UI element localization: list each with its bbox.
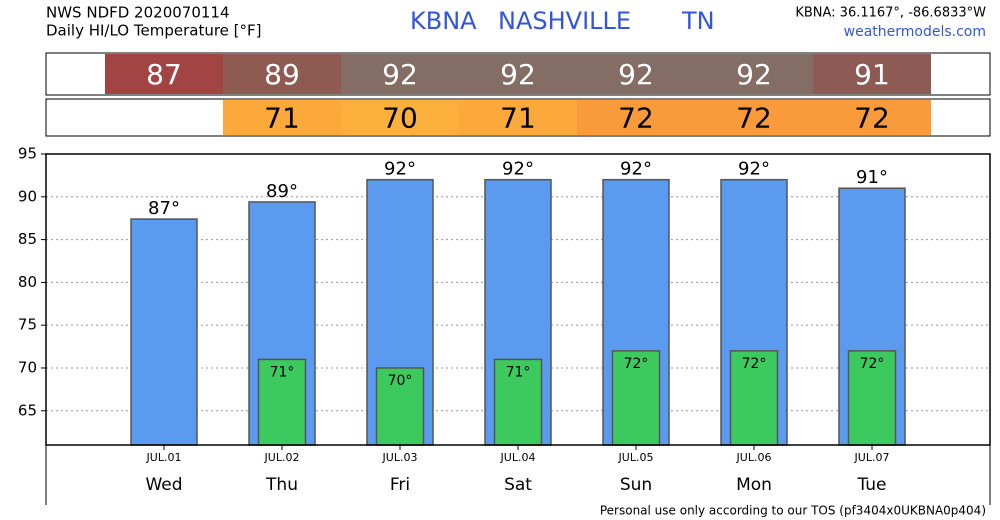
date-label: JUL.04 xyxy=(500,451,536,464)
strip-cell xyxy=(341,54,459,94)
x-tick-label: Wed xyxy=(145,475,182,495)
strip-label: 72 xyxy=(618,102,654,135)
value-label: 87° xyxy=(148,198,180,219)
subtitle: Daily HI/LO Temperature [°F] xyxy=(46,22,262,40)
y-tick-label: 75 xyxy=(18,316,37,334)
strip-label: 72 xyxy=(736,102,772,135)
value-label: 92° xyxy=(502,159,534,180)
value-label: 92° xyxy=(384,159,416,180)
value-label: 92° xyxy=(738,159,770,180)
value-label: 91° xyxy=(856,167,888,188)
bar xyxy=(257,358,307,446)
strip-label: 72 xyxy=(854,102,890,135)
value-label: 89° xyxy=(266,181,298,202)
y-tick-label: 95 xyxy=(18,145,37,163)
value-label: 72° xyxy=(860,356,885,372)
date-label: JUL.06 xyxy=(736,451,772,464)
strip-label: 92 xyxy=(382,58,418,91)
date-label: JUL.03 xyxy=(382,451,418,464)
strip-cell xyxy=(341,100,459,135)
x-tick-label: Fri xyxy=(390,475,410,495)
strip-label: 71 xyxy=(264,102,300,135)
value-label: 72° xyxy=(624,356,649,372)
y-tick-label: 65 xyxy=(18,401,37,419)
strip-label: 92 xyxy=(736,58,772,91)
value-label: 92° xyxy=(620,159,652,180)
bar xyxy=(130,218,198,446)
x-tick-label: Mon xyxy=(736,475,772,495)
bar xyxy=(847,350,897,446)
x-tick-label: Sun xyxy=(620,475,652,495)
y-tick-label: 80 xyxy=(18,273,37,291)
strip-cell xyxy=(223,100,341,135)
strip-label: 87 xyxy=(146,58,182,91)
bar xyxy=(493,358,543,446)
x-tick-label: Tue xyxy=(856,475,886,495)
bar xyxy=(375,367,425,446)
strip-cell xyxy=(813,54,931,94)
value-label: 71° xyxy=(506,364,531,380)
site: weathermodels.com xyxy=(844,24,986,40)
y-tick-label: 70 xyxy=(18,358,37,376)
date-label: JUL.07 xyxy=(854,451,890,464)
strip-cell xyxy=(577,54,695,94)
footer: Personal use only according to our TOS (… xyxy=(600,504,986,518)
date-label: JUL.01 xyxy=(146,451,182,464)
strip-cell xyxy=(223,54,341,94)
coords: KBNA: 36.1167°, -86.6833°W xyxy=(795,6,986,21)
state: TN xyxy=(681,7,715,35)
strip-label: 71 xyxy=(500,102,536,135)
source: NWS NDFD 2020070114 xyxy=(46,4,230,22)
strip-cell xyxy=(105,54,223,94)
strip-label: 91 xyxy=(854,58,890,91)
city: NASHVILLE xyxy=(498,7,631,35)
x-tick-label: Sat xyxy=(504,475,532,495)
y-tick-label: 90 xyxy=(18,187,37,205)
station: KBNA xyxy=(410,7,477,35)
strip-cell xyxy=(695,100,813,135)
strip-cell xyxy=(577,100,695,135)
value-label: 71° xyxy=(270,364,295,380)
strip-label: 92 xyxy=(500,58,536,91)
strip-label: 92 xyxy=(618,58,654,91)
bar xyxy=(611,350,661,446)
value-label: 72° xyxy=(742,356,767,372)
strip-cell xyxy=(695,54,813,94)
value-label: 70° xyxy=(388,373,413,389)
bar xyxy=(729,350,779,446)
strip-label: 89 xyxy=(264,58,300,91)
date-label: JUL.02 xyxy=(264,451,300,464)
strip-cell xyxy=(459,100,577,135)
y-tick-label: 85 xyxy=(18,230,37,248)
strip-label: 70 xyxy=(382,102,418,135)
date-label: JUL.05 xyxy=(618,451,654,464)
strip-cell xyxy=(459,54,577,94)
strip-cell xyxy=(813,100,931,135)
x-tick-label: Thu xyxy=(265,475,298,495)
